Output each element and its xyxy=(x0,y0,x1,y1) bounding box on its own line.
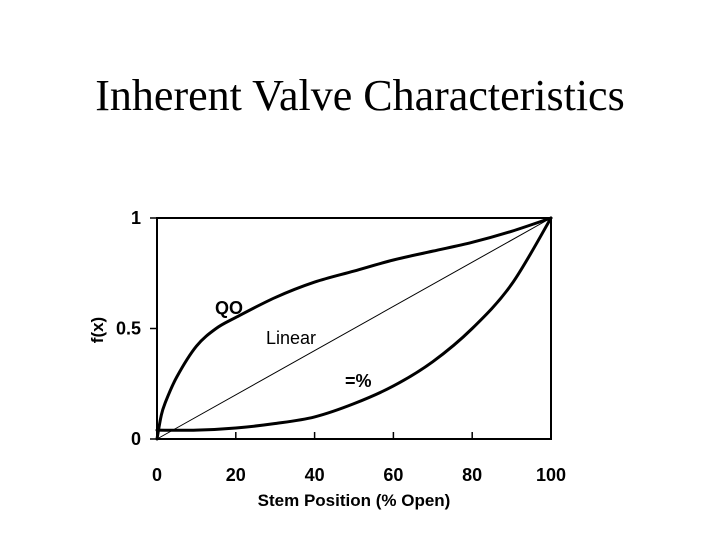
x-axis-label: Stem Position (% Open) xyxy=(258,491,451,510)
y-tick-label: 0 xyxy=(131,429,141,449)
series-line-equal-percentage xyxy=(155,216,553,432)
x-tick-label: 80 xyxy=(462,465,482,485)
series-line-qo xyxy=(155,216,553,441)
labels-layer: 0 20 40 60 80 100 0 0.5 1 QO Linear =% xyxy=(116,208,566,485)
series-label-qo: QO xyxy=(215,298,243,318)
y-tick-label: 0.5 xyxy=(116,319,141,339)
x-tick-label: 60 xyxy=(383,465,403,485)
series-layer xyxy=(155,216,553,441)
x-tick-label: 20 xyxy=(226,465,246,485)
y-axis-label: f(x) xyxy=(88,317,107,343)
x-tick-label: 0 xyxy=(152,465,162,485)
series-label-equal-percentage: =% xyxy=(345,371,372,391)
x-tick-label: 100 xyxy=(536,465,566,485)
x-tick-label: 40 xyxy=(305,465,325,485)
series-label-linear: Linear xyxy=(266,328,316,348)
y-tick-label: 1 xyxy=(131,208,141,228)
slide-title: Inherent Valve Characteristics xyxy=(95,71,625,120)
series-line-linear xyxy=(156,217,552,440)
